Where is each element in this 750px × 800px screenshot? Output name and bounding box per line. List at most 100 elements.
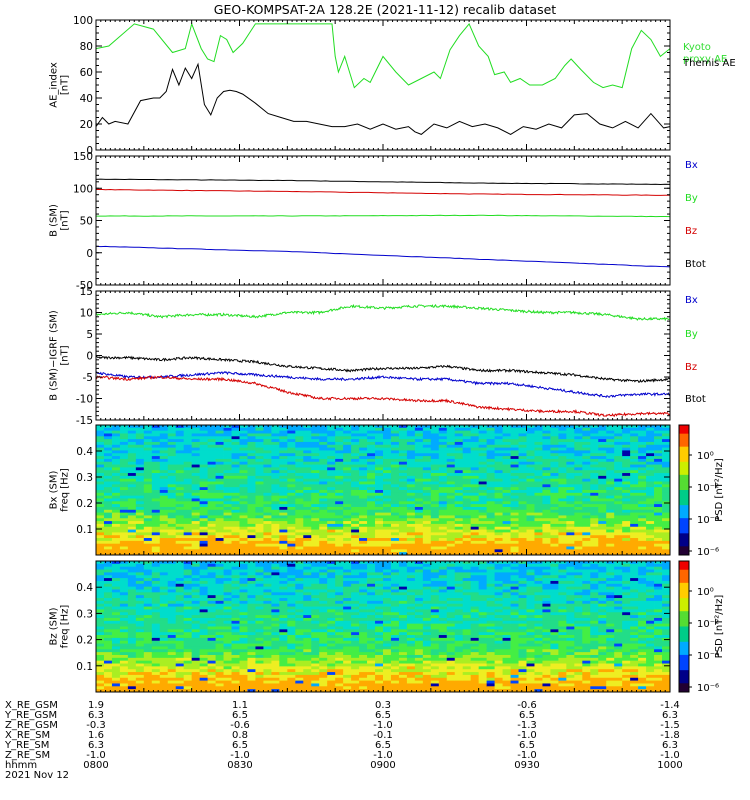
colorbar-tick: 10⁻⁴ xyxy=(697,515,719,526)
svg-text:Bz: Bz xyxy=(685,362,697,373)
ephemeris-value: -1.0 xyxy=(230,750,250,761)
ephemeris-value: 6.5 xyxy=(375,740,391,751)
y-tick-label: 0.1 xyxy=(76,661,93,673)
series-group xyxy=(95,303,671,418)
series-line-by xyxy=(95,303,671,322)
ephemeris-value: -1.0 xyxy=(373,720,393,731)
svg-text:AE_index: AE_index xyxy=(49,62,60,108)
y-tick-label: 50 xyxy=(80,216,93,228)
spectrogram xyxy=(96,561,671,693)
ephemeris-value: 6.5 xyxy=(232,740,248,751)
panel-2: -50 0 50 100 150 B (SM) [nT] Bx By Bz Btot xyxy=(49,151,706,292)
y-axis-label: AE_index [nT] xyxy=(49,62,71,108)
plot-frame xyxy=(95,290,671,421)
plot-frame xyxy=(95,155,671,286)
ephemeris-value: -1.4 xyxy=(660,700,680,711)
y-tick-label: 0 xyxy=(86,351,93,363)
ephemeris-value: -1.0 xyxy=(86,750,106,761)
svg-text:B (SM)−IGRF (SM): B (SM)−IGRF (SM) xyxy=(49,310,60,401)
y-tick-label: 0.3 xyxy=(76,472,93,484)
ephemeris-value: 6.5 xyxy=(519,710,535,721)
ephemeris-value: 0900 xyxy=(370,760,395,771)
ephemeris-value: 6.5 xyxy=(375,710,391,721)
series-line-bz xyxy=(95,245,671,268)
y-axis: 0 20 40 60 80 100 xyxy=(73,15,670,157)
legend: Bx By Bz Btot xyxy=(685,160,706,270)
ephemeris-value: -0.6 xyxy=(517,700,537,711)
y-axis-label: B (SM)−IGRF (SM) [nT] xyxy=(49,310,71,401)
series-group xyxy=(95,178,671,268)
colorbar-label: PSD [nT²/Hz] xyxy=(714,458,725,522)
ephemeris-value: -1.5 xyxy=(660,720,680,731)
svg-text:[nT]: [nT] xyxy=(60,210,71,230)
svg-text:freq [Hz]: freq [Hz] xyxy=(60,468,71,512)
series-line-bx xyxy=(95,188,670,196)
ephemeris-value: 0830 xyxy=(227,760,252,771)
colorbar-tick: 10⁻⁶ xyxy=(697,683,719,694)
y-axis: -50 0 50 100 150 xyxy=(73,151,670,292)
legend-item: Bz xyxy=(685,226,697,237)
legend-item: Bz xyxy=(685,362,697,373)
y-tick-label: 0.2 xyxy=(76,498,93,510)
legend-item: Bx xyxy=(685,295,698,306)
svg-text:By: By xyxy=(685,193,698,204)
ephemeris-value: -0.6 xyxy=(230,720,250,731)
ephemeris-value: 1.9 xyxy=(88,700,104,711)
ephemeris-value: 1.6 xyxy=(88,730,104,741)
y-tick-label: 60 xyxy=(80,67,93,79)
series-line-bz xyxy=(95,375,671,418)
y-axis-label: Bx (SM) freq [Hz] xyxy=(49,468,71,512)
colorbar-label: PSD [nT²/Hz] xyxy=(714,595,725,659)
panel-5: 10⁰ 10⁻² 10⁻⁴ 10⁻⁶ PSD [nT²/Hz] 0.1 0.2 0.3 0.4 B… xyxy=(49,560,725,694)
y-axis: 0.1 0.2 0.3 0.4 xyxy=(76,582,670,673)
y-tick-label: 80 xyxy=(80,41,93,53)
ephemeris-value: -0.1 xyxy=(373,730,393,741)
y-tick-label: 15 xyxy=(80,286,93,298)
y-tick-label: 0.4 xyxy=(76,582,93,594)
ephemeris-value: 6.3 xyxy=(662,740,678,751)
ephemeris-value: -1.8 xyxy=(660,730,680,741)
svg-text:Btot: Btot xyxy=(685,394,706,405)
ephemeris-value: 6.3 xyxy=(88,740,104,751)
ephemeris-label: X_RE_GSM xyxy=(5,700,58,711)
svg-text:Bx: Bx xyxy=(685,160,698,171)
svg-text:proxy AE: proxy AE xyxy=(683,54,727,65)
y-tick-label: 0.1 xyxy=(76,524,93,536)
ephemeris-label: hhmm xyxy=(5,760,37,771)
y-tick-label: 0.4 xyxy=(76,446,93,458)
ephemeris-value: 6.5 xyxy=(232,710,248,721)
y-tick-label: 100 xyxy=(73,183,93,195)
legend-item: By xyxy=(685,193,698,204)
y-tick-label: 0 xyxy=(86,145,93,157)
panel-4: 10⁰ 10⁻² 10⁻⁴ 10⁻⁶ PSD [nT²/Hz] 0.1 0.2 0.3 0.4 B… xyxy=(49,424,725,558)
svg-text:Kyoto: Kyoto xyxy=(683,42,711,53)
y-tick-label: -10 xyxy=(76,394,93,406)
y-tick-label: 10 xyxy=(80,308,93,320)
y-tick-label: 0 xyxy=(86,248,93,260)
y-tick-label: 0.3 xyxy=(76,608,93,620)
svg-text:Themis AE: Themis AE xyxy=(682,58,736,69)
chart-title: GEO-KOMPSAT-2A 128.2E (2021-11-12) recal… xyxy=(214,2,557,17)
colorbar: 10⁰ 10⁻² 10⁻⁴ 10⁻⁶ PSD [nT²/Hz] xyxy=(678,424,725,558)
colorbar-tick: 10⁻² xyxy=(697,619,719,630)
ephemeris-value: 0930 xyxy=(514,760,539,771)
svg-text:B (SM): B (SM) xyxy=(49,204,60,237)
legend-item: By xyxy=(685,329,698,340)
y-tick-label: -50 xyxy=(76,280,93,292)
series-group xyxy=(95,22,671,135)
ephemeris-label: Y_RE_SM xyxy=(4,740,49,751)
y-tick-label: 150 xyxy=(73,151,93,163)
plot-frame xyxy=(95,19,671,151)
y-axis: -15 -10 -5 0 5 10 15 xyxy=(76,286,670,427)
ephemeris-value: 0800 xyxy=(83,760,108,771)
svg-text:By: By xyxy=(685,329,698,340)
ephemeris-label: Z_RE_SM xyxy=(5,750,50,761)
svg-text:[nT]: [nT] xyxy=(60,345,71,365)
ephemeris-value: -1.0 xyxy=(517,730,537,741)
ephemeris-value: -0.3 xyxy=(86,720,106,731)
legend: Bx By Bz Btot xyxy=(685,295,706,405)
panel-3: -15 -10 -5 0 5 10 15 B (SM)−IGRF (SM) [nT] Bx By Bz… xyxy=(49,286,706,427)
